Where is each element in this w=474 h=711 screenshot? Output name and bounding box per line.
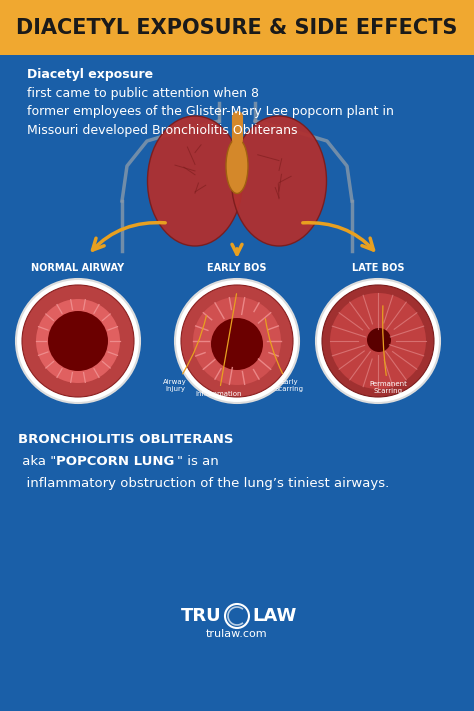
- Text: EARLY BOS: EARLY BOS: [207, 263, 267, 273]
- Text: " is an: " is an: [177, 455, 219, 468]
- Circle shape: [36, 299, 120, 383]
- Circle shape: [211, 318, 263, 370]
- Circle shape: [175, 279, 299, 403]
- Text: LATE BOS: LATE BOS: [352, 263, 404, 273]
- Circle shape: [330, 293, 426, 389]
- Text: NORMAL AIRWAY: NORMAL AIRWAY: [31, 263, 125, 273]
- Text: Diacetyl exposure: Diacetyl exposure: [27, 68, 153, 81]
- Text: first came to public attention when 8
former employees of the Glister-Mary Lee p: first came to public attention when 8 fo…: [27, 87, 394, 137]
- Text: POPCORN LUNG: POPCORN LUNG: [56, 455, 174, 468]
- Text: Inflammation: Inflammation: [196, 294, 242, 397]
- Circle shape: [48, 311, 108, 371]
- Circle shape: [193, 297, 281, 385]
- Ellipse shape: [231, 116, 327, 246]
- Text: aka ": aka ": [18, 455, 56, 468]
- Text: inflammatory obstruction of the lung’s tiniest airways.: inflammatory obstruction of the lung’s t…: [18, 477, 389, 490]
- Text: Airway
Injury: Airway Injury: [163, 316, 206, 392]
- Text: LAW: LAW: [252, 607, 296, 625]
- Text: Permanent
Scarring: Permanent Scarring: [369, 306, 407, 394]
- Text: TRU: TRU: [182, 607, 222, 625]
- Circle shape: [16, 279, 140, 403]
- Text: BRONCHIOLITIS OBLITERANS: BRONCHIOLITIS OBLITERANS: [18, 433, 234, 446]
- FancyBboxPatch shape: [0, 0, 474, 55]
- Circle shape: [322, 285, 434, 397]
- Circle shape: [367, 328, 391, 352]
- Circle shape: [316, 279, 440, 403]
- Ellipse shape: [147, 116, 243, 246]
- Text: DIACETYL EXPOSURE & SIDE EFFECTS: DIACETYL EXPOSURE & SIDE EFFECTS: [16, 18, 458, 38]
- Text: trulaw.com: trulaw.com: [206, 629, 268, 639]
- Circle shape: [181, 285, 293, 397]
- Ellipse shape: [226, 139, 248, 193]
- Circle shape: [22, 285, 134, 397]
- Text: Early
Scarring: Early Scarring: [265, 319, 303, 392]
